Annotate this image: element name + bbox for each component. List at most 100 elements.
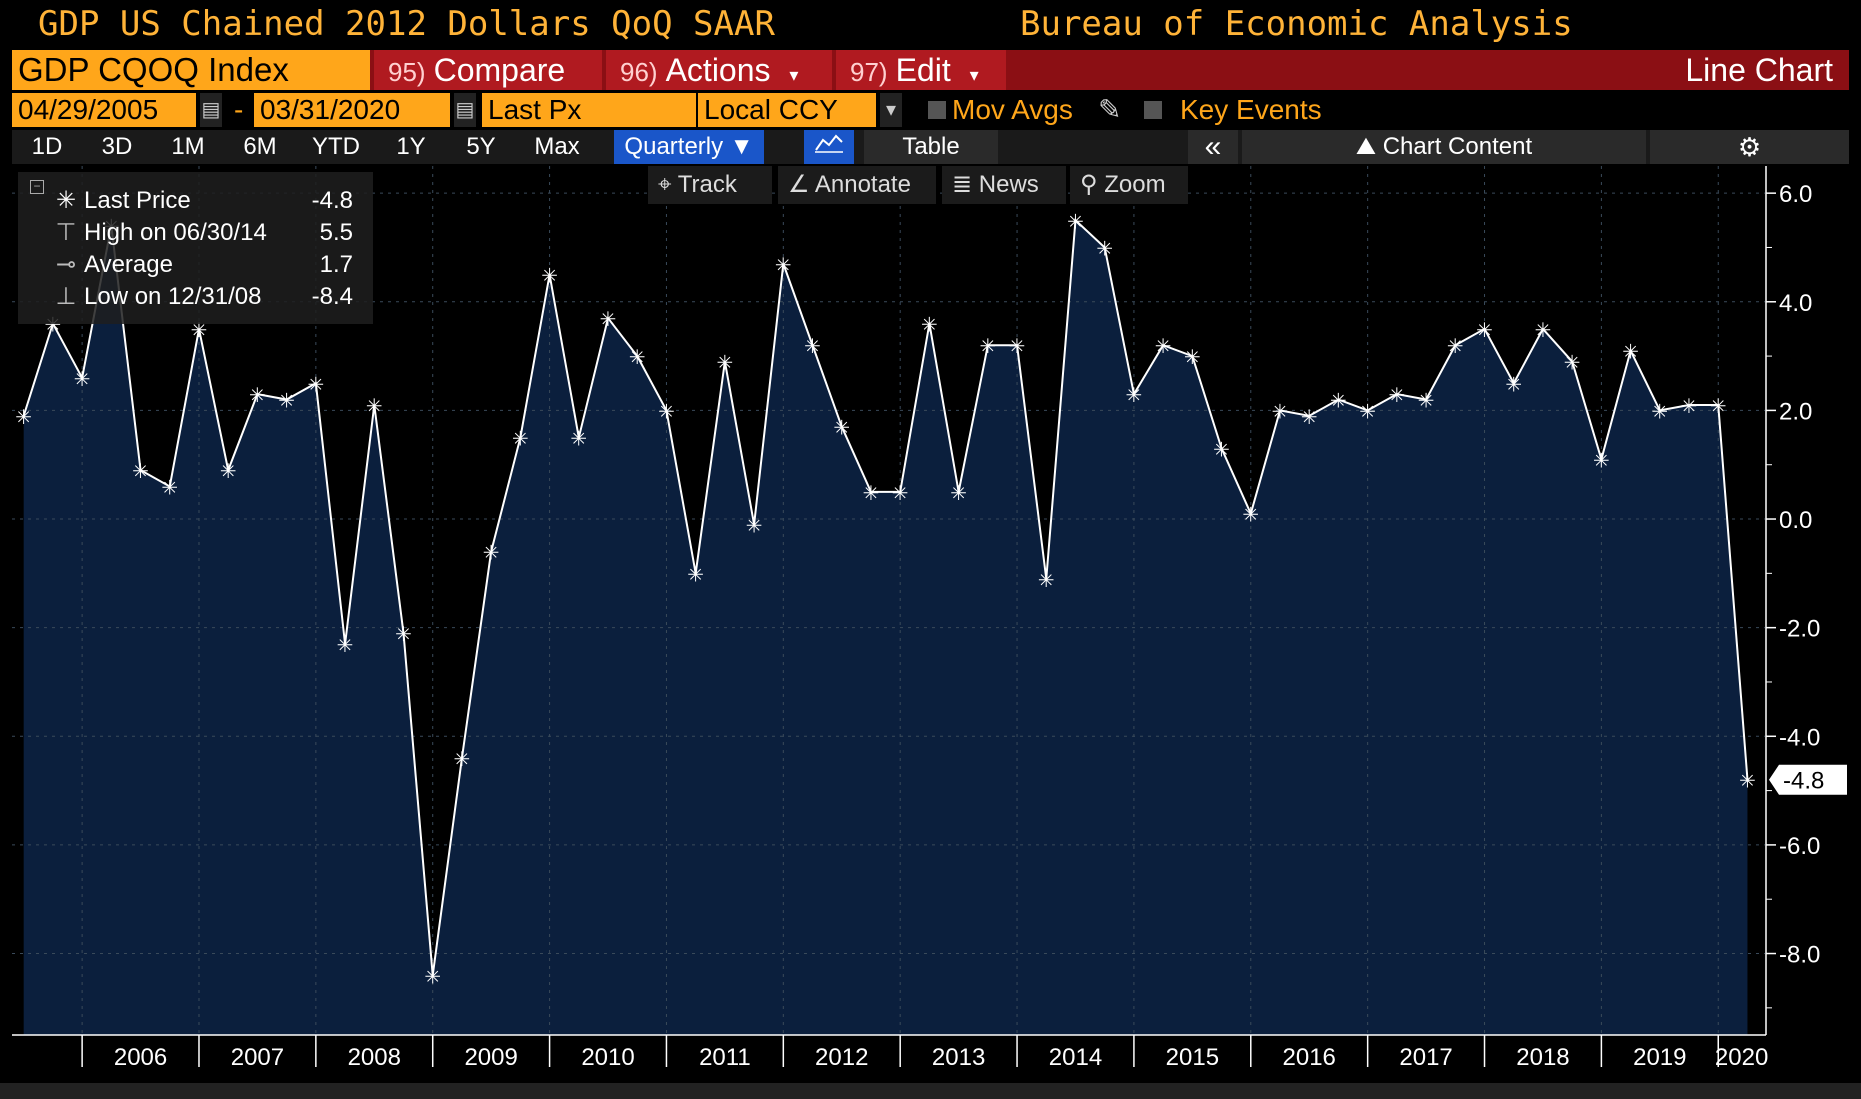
mov-avgs-label[interactable]: Mov Avgs [952,94,1073,125]
edit-button[interactable]: 97) Edit ▾ [836,50,1006,90]
bottom-scrollbar[interactable] [0,1083,1861,1099]
data-point-marker[interactable]: ✳ [1096,236,1113,260]
data-point-marker[interactable]: ✳ [541,264,558,288]
actions-button[interactable]: 96) Actions ▾ [606,50,832,90]
asterisk-marker-icon: ✳ [55,187,77,214]
collapse-legend-icon[interactable]: − [30,180,44,194]
data-point-marker[interactable]: ✳ [1242,503,1259,527]
data-point-marker[interactable]: ✳ [950,481,967,505]
data-point-marker[interactable]: ✳ [1739,769,1756,793]
data-point-marker[interactable]: ✳ [600,307,617,331]
key-events-label[interactable]: Key Events [1180,94,1322,125]
data-point-marker[interactable]: ✳ [1593,448,1610,472]
data-point-marker[interactable]: ✳ [1067,209,1084,233]
range-max[interactable]: Max [534,133,580,160]
collapse-icon[interactable]: « [1188,130,1238,164]
data-point-marker[interactable]: ✳ [687,562,704,586]
data-point-marker[interactable]: ✳ [1155,334,1172,358]
data-point-marker[interactable]: ✳ [921,313,938,337]
data-point-marker[interactable]: ✳ [1418,389,1435,413]
calendar-icon[interactable]: ▤ [454,93,476,127]
data-point-marker[interactable]: ✳ [220,459,237,483]
data-point-marker[interactable]: ✳ [717,351,734,375]
pencil-icon[interactable]: ✎ [1098,94,1122,125]
start-date-field[interactable]: 04/29/2005 [12,93,196,127]
data-point-marker[interactable]: ✳ [512,427,529,451]
data-point-marker[interactable]: ✳ [658,399,675,423]
data-point-marker[interactable]: ✳ [1272,399,1289,423]
data-point-marker[interactable]: ✳ [132,459,149,483]
line-chart-icon[interactable] [804,130,854,164]
track-button[interactable]: ⌖ Track [648,166,772,204]
x-year-label: 2019 [1633,1044,1686,1071]
data-point-marker[interactable]: ✳ [570,427,587,451]
mov-avgs-checkbox[interactable] [928,101,946,119]
periodicity-select[interactable]: Quarterly ▼ [614,130,764,164]
range-1d[interactable]: 1D [31,133,63,160]
data-point-marker[interactable]: ✳ [249,383,266,407]
data-point-marker[interactable]: ✳ [278,389,295,413]
x-year-label: 2006 [114,1044,167,1071]
data-point-marker[interactable]: ✳ [1126,383,1143,407]
data-point-marker[interactable]: ✳ [366,394,383,418]
data-point-marker[interactable]: ✳ [424,964,441,988]
range-1y[interactable]: 1Y [396,133,426,160]
data-point-marker[interactable]: ✳ [1476,318,1493,342]
data-point-marker[interactable]: ✳ [1184,345,1201,369]
data-point-marker[interactable]: ✳ [1213,437,1230,461]
data-point-marker[interactable]: ✳ [1330,389,1347,413]
zoom-button[interactable]: ⚲ Zoom [1070,166,1188,204]
range-1m[interactable]: 1M [171,133,205,160]
compare-button[interactable]: 95) Compare [374,50,602,90]
triangle-down-icon: ▼ [729,133,754,160]
data-point-marker[interactable]: ✳ [1710,394,1727,418]
data-point-marker[interactable]: ✳ [804,334,821,358]
annotate-button[interactable]: ∠ Annotate [778,166,936,204]
end-date-field[interactable]: 03/31/2020 [254,93,450,127]
data-point-marker[interactable]: ✳ [1359,399,1376,423]
data-point-marker[interactable]: ✳ [1301,405,1318,429]
data-point-marker[interactable]: ✳ [1622,340,1639,364]
data-point-marker[interactable]: ✳ [863,481,880,505]
chevron-down-icon[interactable]: ▾ [880,93,902,127]
range-5y[interactable]: 5Y [466,133,496,160]
data-point-marker[interactable]: ✳ [1009,334,1026,358]
price-field-select[interactable]: Last Px [482,93,696,127]
data-point-marker[interactable]: ✳ [337,633,354,657]
gear-icon[interactable]: ⚙ [1650,130,1849,164]
chart-content-button[interactable]: ⛰ Chart Content [1242,130,1646,164]
data-point-marker[interactable]: ✳ [1564,351,1581,375]
data-point-marker[interactable]: ✳ [74,367,91,391]
table-button[interactable]: Table [864,130,998,164]
ticker-field[interactable]: GDP CQOQ Index [12,50,370,90]
data-point-marker[interactable]: ✳ [1038,568,1055,592]
currency-select[interactable]: Local CCY [698,93,876,127]
data-point-marker[interactable]: ✳ [629,345,646,369]
range-3d[interactable]: 3D [101,133,133,160]
data-point-marker[interactable]: ✳ [395,622,412,646]
range-6m[interactable]: 6M [243,133,277,160]
range-ytd[interactable]: YTD [312,133,360,160]
data-point-marker[interactable]: ✳ [833,416,850,440]
data-point-marker[interactable]: ✳ [161,475,178,499]
news-button[interactable]: ≣ News [942,166,1066,204]
key-events-checkbox[interactable] [1144,101,1162,119]
data-point-marker[interactable]: ✳ [1505,372,1522,396]
data-point-marker[interactable]: ✳ [307,372,324,396]
data-point-marker[interactable]: ✳ [775,253,792,277]
calendar-icon[interactable]: ▤ [200,93,222,127]
data-point-marker[interactable]: ✳ [1681,394,1698,418]
annotate-label: Annotate [814,171,911,198]
data-point-marker[interactable]: ✳ [1535,318,1552,342]
data-point-marker[interactable]: ✳ [979,334,996,358]
data-point-marker[interactable]: ✳ [15,405,32,429]
data-point-marker[interactable]: ✳ [454,747,471,771]
data-point-marker[interactable]: ✳ [1651,399,1668,423]
data-point-marker[interactable]: ✳ [1447,334,1464,358]
data-point-marker[interactable]: ✳ [1388,383,1405,407]
data-point-marker[interactable]: ✳ [746,513,763,537]
chart-type-label[interactable]: Line Chart [1685,52,1833,88]
data-point-marker[interactable]: ✳ [483,541,500,565]
data-point-marker[interactable]: ✳ [892,481,909,505]
